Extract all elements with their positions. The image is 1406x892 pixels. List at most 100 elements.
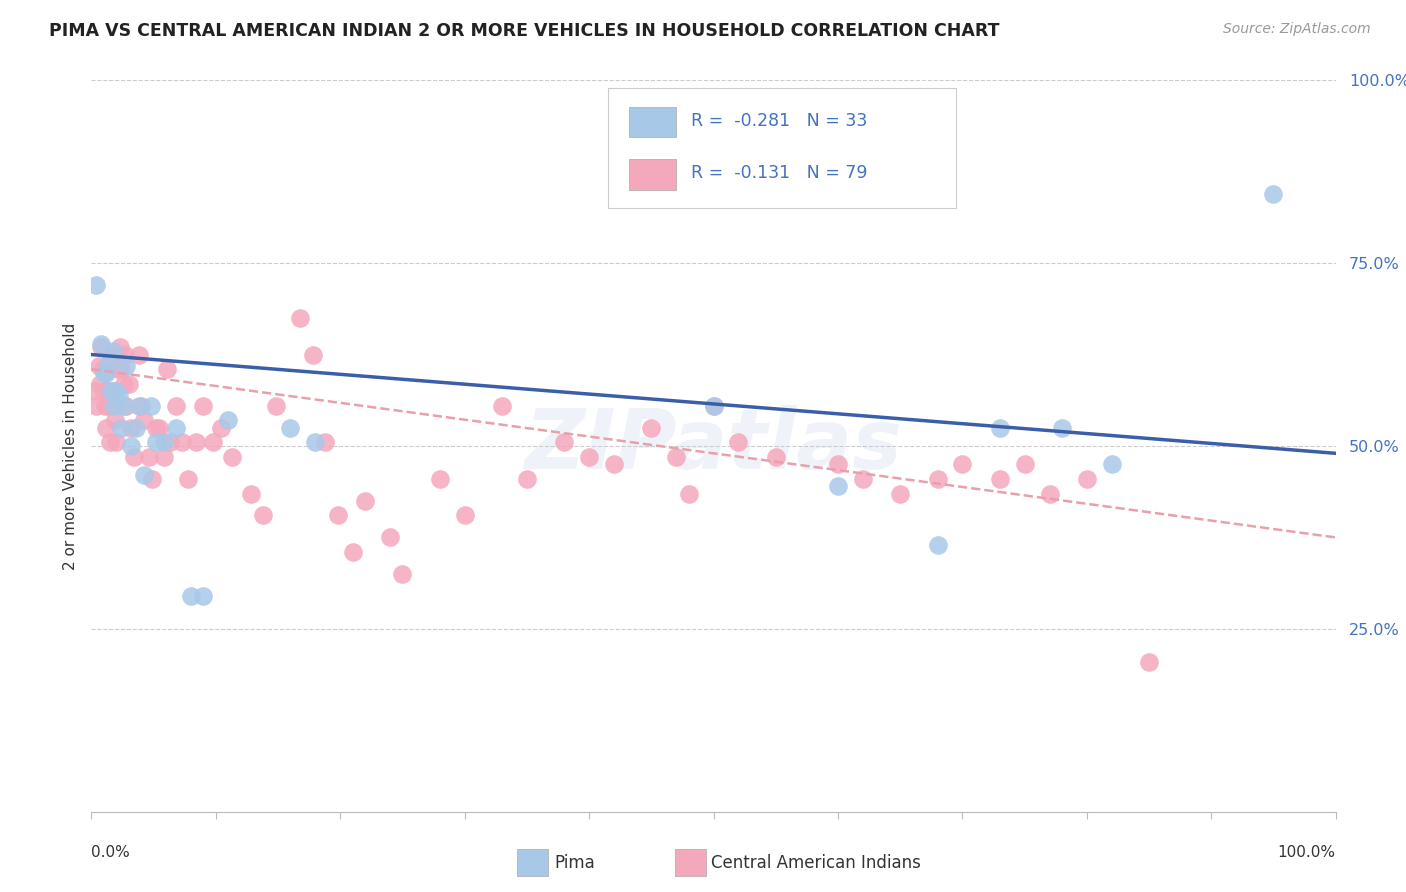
Point — [118, 376, 141, 391]
Point — [354, 494, 377, 508]
Point — [112, 399, 135, 413]
Point — [115, 399, 138, 413]
Point — [221, 450, 243, 464]
Point — [103, 399, 125, 413]
Point — [193, 399, 215, 413]
FancyBboxPatch shape — [607, 87, 956, 209]
Point — [578, 450, 600, 464]
Point — [96, 366, 118, 380]
Point — [491, 399, 513, 413]
Point — [100, 348, 122, 362]
Text: ZIPatlas: ZIPatlas — [524, 406, 903, 486]
Point — [103, 384, 125, 399]
Point — [91, 362, 114, 376]
Point — [342, 545, 364, 559]
Point — [326, 508, 349, 523]
Point — [156, 362, 179, 376]
Point — [159, 435, 181, 450]
Point — [950, 458, 973, 472]
Point — [252, 508, 274, 523]
Point — [453, 508, 475, 523]
Point — [114, 348, 136, 362]
Point — [889, 486, 911, 500]
Point — [86, 399, 108, 413]
Point — [112, 376, 135, 391]
Point — [678, 486, 700, 500]
Point — [290, 311, 312, 326]
Point — [988, 421, 1011, 435]
Text: Pima: Pima — [554, 854, 595, 871]
Point — [516, 472, 538, 486]
Point — [827, 458, 849, 472]
Point — [132, 413, 155, 427]
Point — [927, 472, 949, 486]
Point — [145, 421, 167, 435]
Point — [132, 468, 155, 483]
Point — [302, 348, 325, 362]
Point — [378, 530, 401, 544]
Point — [120, 439, 142, 453]
Point — [145, 435, 167, 450]
Point — [1038, 486, 1060, 500]
Point — [765, 450, 787, 464]
Point — [727, 435, 749, 450]
Point — [104, 413, 127, 427]
Point — [314, 435, 336, 450]
Point — [101, 343, 124, 358]
Point — [138, 450, 160, 464]
Point — [101, 384, 124, 399]
Text: Source: ZipAtlas.com: Source: ZipAtlas.com — [1223, 22, 1371, 37]
Point — [97, 355, 120, 369]
Point — [165, 399, 187, 413]
Point — [90, 336, 112, 351]
Point — [100, 384, 122, 399]
Point — [84, 384, 107, 399]
Point — [97, 362, 120, 376]
Point — [148, 421, 170, 435]
Point — [927, 538, 949, 552]
Text: PIMA VS CENTRAL AMERICAN INDIAN 2 OR MORE VEHICLES IN HOUSEHOLD CORRELATION CHAR: PIMA VS CENTRAL AMERICAN INDIAN 2 OR MOR… — [49, 22, 1000, 40]
Point — [120, 421, 142, 435]
Point — [115, 359, 138, 373]
Point — [107, 388, 129, 402]
Point — [122, 450, 145, 464]
Point — [702, 399, 725, 413]
Point — [184, 435, 207, 450]
Point — [125, 421, 148, 435]
Point — [1014, 458, 1036, 472]
Point — [665, 450, 688, 464]
Point — [165, 421, 187, 435]
Y-axis label: 2 or more Vehicles in Household: 2 or more Vehicles in Household — [62, 322, 77, 570]
Point — [202, 435, 225, 450]
Point — [96, 421, 118, 435]
Point — [105, 384, 128, 399]
Bar — [628, 107, 676, 137]
Point — [110, 362, 132, 376]
Point — [94, 399, 117, 413]
Text: R =  -0.131   N = 79: R = -0.131 N = 79 — [692, 164, 868, 182]
Point — [988, 472, 1011, 486]
Point — [86, 278, 108, 293]
Point — [304, 435, 326, 450]
Point — [702, 399, 725, 413]
Point — [152, 435, 174, 450]
Point — [110, 421, 132, 435]
Point — [141, 472, 163, 486]
Point — [239, 486, 262, 500]
Point — [93, 366, 115, 380]
Point — [105, 435, 128, 450]
Point — [177, 472, 200, 486]
Text: Central American Indians: Central American Indians — [711, 854, 921, 871]
Text: R =  -0.281   N = 33: R = -0.281 N = 33 — [692, 112, 868, 129]
Point — [128, 399, 150, 413]
Point — [128, 348, 150, 362]
Point — [264, 399, 287, 413]
Point — [97, 399, 120, 413]
Text: 0.0%: 0.0% — [91, 845, 131, 860]
Point — [217, 413, 239, 427]
Point — [90, 340, 112, 354]
Point — [193, 589, 215, 603]
Point — [209, 421, 232, 435]
Point — [107, 362, 129, 376]
Point — [1263, 186, 1285, 201]
